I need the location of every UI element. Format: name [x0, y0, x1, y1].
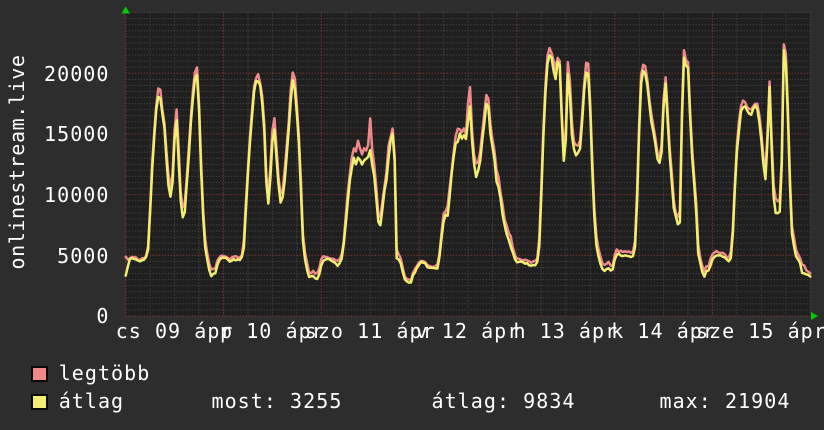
y-tick-label: 0 — [96, 304, 110, 329]
y-tick-label: 15000 — [44, 122, 110, 147]
y-tick-label: 5000 — [57, 243, 110, 268]
x-tick-label: szo 11 ápr — [304, 318, 436, 343]
legend-swatch-avg — [30, 393, 48, 410]
x-axis-arrow-icon — [811, 312, 818, 320]
legend-swatch-max — [30, 365, 48, 382]
x-tick-label: h 13 ápr — [513, 318, 619, 343]
x-tick-label: p 10 ápr — [220, 318, 325, 343]
legend-label: átlag — [58, 388, 125, 413]
x-tick-label: sze 15 ápr — [695, 318, 824, 343]
y-tick-label: 20000 — [44, 61, 110, 86]
x-tick-label: k 14 ápr — [611, 318, 716, 343]
legend-label: legtöbb — [58, 360, 151, 385]
x-tick-label: cs 09 ápr — [115, 318, 234, 343]
stat-most: most: 3255 — [211, 388, 343, 413]
y-tick-label: 10000 — [44, 183, 110, 208]
stat-max: max: 21904 — [659, 388, 791, 413]
stat-atlag: átlag: 9834 — [431, 388, 576, 413]
x-tick-label: v 12 ápr — [415, 318, 521, 343]
series-line-avg — [124, 48, 812, 284]
y-axis-arrow-icon — [121, 6, 130, 14]
y-axis-title: onlinestream.live — [4, 53, 29, 270]
